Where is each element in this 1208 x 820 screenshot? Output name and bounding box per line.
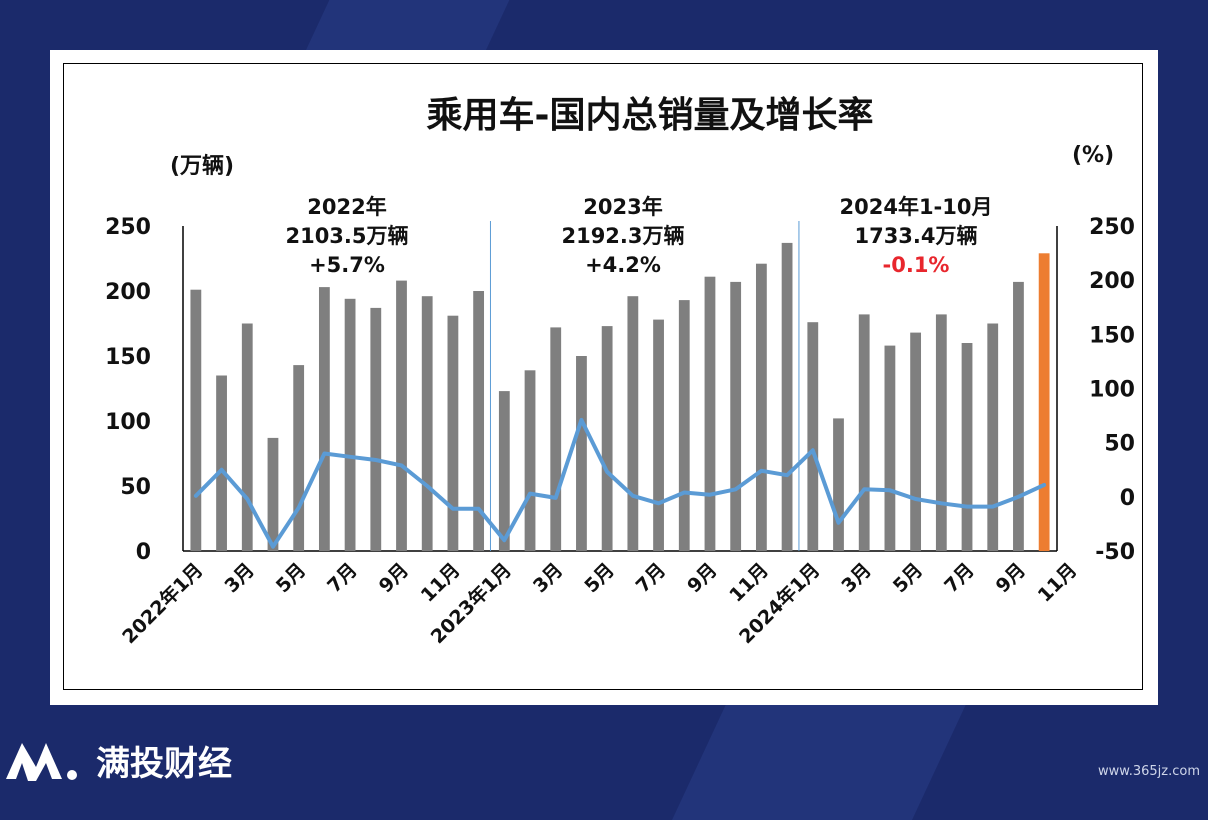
x-axis-tick: 11月 — [725, 559, 773, 607]
x-axis-tick: 11月 — [1034, 559, 1082, 607]
left-axis-tick: 250 — [105, 215, 151, 240]
x-axis-tick: 7月 — [940, 559, 978, 597]
bar-2024-06 — [936, 314, 947, 551]
bar-2022-09 — [396, 281, 407, 551]
chart-title: 乘用车-国内总销量及增长率 — [427, 95, 874, 136]
left-axis-tick: 50 — [120, 475, 151, 500]
x-axis-tick: 9月 — [992, 559, 1030, 597]
right-axis-tick: 0 — [1120, 486, 1135, 511]
bar-2023-01 — [499, 391, 510, 551]
x-axis-tick: 3月 — [837, 559, 875, 597]
right-axis-tick: 50 — [1104, 432, 1135, 457]
right-axis-unit: (%) — [1072, 143, 1114, 168]
annotation-line: 2023年 — [583, 195, 662, 219]
bar-2023-09 — [705, 277, 716, 551]
x-axis-tick: 9月 — [683, 559, 721, 597]
x-axis-tick: 5月 — [272, 559, 310, 597]
bar-2024-04 — [885, 346, 896, 551]
bar-2022-04 — [268, 438, 279, 551]
bar-2023-03 — [550, 327, 561, 551]
bar-2023-02 — [525, 370, 536, 551]
x-axis-tick: 2022年1月 — [118, 558, 208, 648]
chart-svg: 乘用车-国内总销量及增长率 (万辆) (%) 250 200 150 100 50 0 25… — [0, 0, 1208, 785]
bar-2022-10 — [422, 296, 433, 551]
right-axis-tick: -50 — [1095, 540, 1135, 565]
bar-2023-06 — [627, 296, 638, 551]
bar-2023-08 — [679, 300, 690, 551]
bar-2023-05 — [602, 326, 613, 551]
x-axis-tick: 3月 — [529, 559, 567, 597]
bar-2024-09 — [1013, 282, 1024, 551]
bar-2022-08 — [370, 308, 381, 551]
bar-2022-07 — [345, 299, 356, 551]
annotation-line: 2103.5万辆 — [285, 224, 408, 248]
left-axis-tick: 100 — [105, 410, 151, 435]
left-axis-tick: 150 — [105, 345, 151, 370]
left-axis-tick: 0 — [136, 540, 151, 565]
right-axis-tick: 200 — [1089, 269, 1135, 294]
annotation-line: 2024年1-10月 — [840, 195, 993, 219]
right-axis-tick: 250 — [1089, 215, 1135, 240]
right-axis-tick: 100 — [1089, 378, 1135, 403]
brand-name: 满投财经 — [96, 736, 232, 785]
annotation-line: +4.2% — [585, 253, 661, 277]
x-axis-tick: 7月 — [632, 559, 670, 597]
bar-2024-10 — [1039, 253, 1050, 551]
x-axis-tick: 5月 — [580, 559, 618, 597]
bar-2024-07 — [962, 343, 973, 551]
bar-2023-04 — [576, 356, 587, 551]
brand-bar: 满投财经 — [0, 735, 232, 785]
annotation-line: 2192.3万辆 — [561, 224, 684, 248]
x-axis-tick: 9月 — [375, 559, 413, 597]
site-url: www.365jz.com — [1098, 764, 1200, 779]
x-axis-tick: 11月 — [417, 559, 465, 607]
bar-2024-02 — [833, 418, 844, 551]
bar-2024-03 — [859, 314, 870, 551]
x-axis-tick: 7月 — [323, 559, 361, 597]
brand-logo-icon — [2, 737, 82, 783]
bar-2022-01 — [190, 290, 201, 551]
bar-2024-01 — [807, 322, 818, 551]
annotation-line: +5.7% — [309, 253, 385, 277]
bar-2022-11 — [448, 316, 459, 551]
annotation-line: 2022年 — [307, 195, 386, 219]
bar-2022-06 — [319, 287, 330, 551]
bar-2023-12 — [782, 243, 793, 551]
bar-2022-03 — [242, 324, 253, 552]
left-axis-unit: (万辆) — [170, 153, 234, 179]
bar-2023-07 — [653, 320, 664, 551]
right-axis-tick: 150 — [1089, 323, 1135, 348]
bar-2022-05 — [293, 365, 304, 551]
left-axis-tick: 200 — [105, 280, 151, 305]
bar-2022-02 — [216, 376, 227, 552]
annotation-line: 1733.4万辆 — [854, 224, 977, 248]
bar-2023-10 — [730, 282, 741, 551]
x-axis-tick: 3月 — [220, 559, 258, 597]
annotation-line: -0.1% — [883, 253, 950, 277]
x-axis-tick: 5月 — [889, 559, 927, 597]
bar-2024-05 — [910, 333, 921, 551]
bar-2024-08 — [987, 324, 998, 552]
bar-2023-11 — [756, 264, 767, 551]
